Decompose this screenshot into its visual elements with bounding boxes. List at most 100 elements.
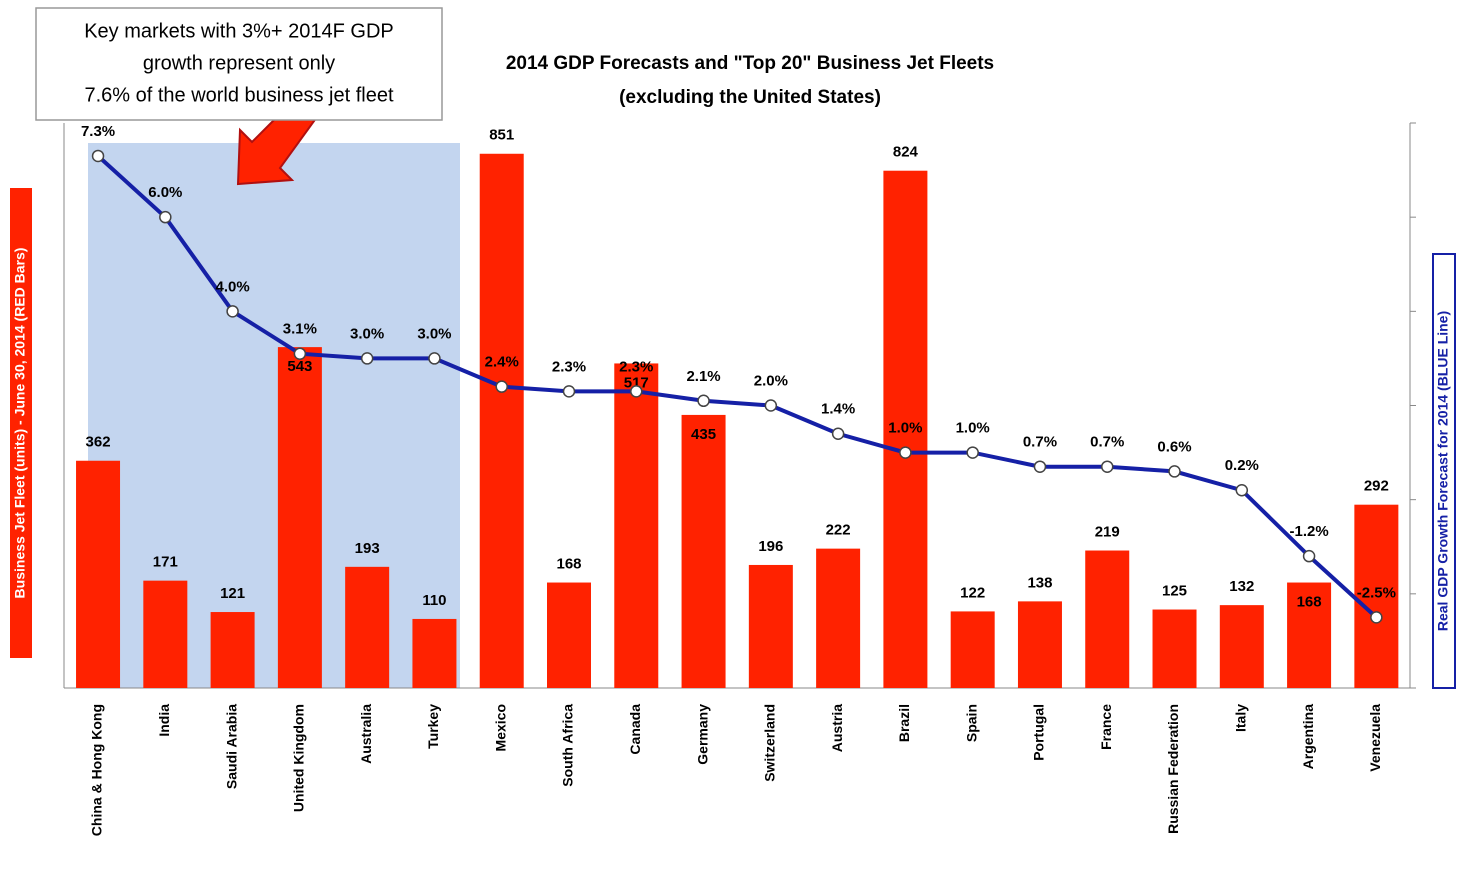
bar: [479, 153, 524, 688]
bar-value-label: 196: [758, 538, 783, 555]
bar-value-label: 292: [1364, 478, 1389, 495]
x-tick-label: Venezuela: [1367, 704, 1383, 772]
line-point: [360, 352, 374, 365]
bar-value-label: 138: [1027, 574, 1052, 591]
x-tick-label: Russian Federation: [1165, 704, 1181, 834]
x-tick-label: China & Hong Kong: [89, 704, 105, 836]
line-point: [899, 446, 912, 459]
line-point: [91, 149, 105, 163]
x-tick-label: Mexico: [492, 704, 508, 751]
line-value-label: 3.0%: [350, 325, 384, 342]
bar: [143, 580, 188, 688]
line-point: [1370, 611, 1383, 624]
bar-value-label: 121: [220, 585, 245, 602]
x-tick-label: Germany: [694, 704, 710, 765]
bar-value-label: 122: [960, 584, 985, 601]
bar: [1219, 605, 1264, 688]
line-point: [1235, 484, 1249, 497]
line-value-label: 0.2%: [1225, 457, 1259, 474]
bar-value-label: 171: [153, 554, 178, 571]
line-value-label: 2.4%: [485, 354, 519, 371]
line-point: [764, 399, 778, 412]
x-tick-label: Spain: [963, 704, 979, 742]
bar-value-label: 219: [1095, 523, 1120, 540]
line-point: [495, 380, 508, 393]
x-tick-label: Brazil: [896, 704, 912, 742]
x-tick-label: Argentina: [1300, 704, 1316, 770]
bar-value-label: 168: [556, 556, 581, 573]
line-point: [428, 352, 441, 365]
annotation-line: growth represent only: [143, 52, 335, 74]
bar-value-label: 125: [1162, 582, 1187, 599]
annotation-line: 7.6% of the world business jet fleet: [84, 84, 394, 106]
x-tick-label: Saudi Arabia: [223, 704, 239, 789]
bar: [1017, 601, 1062, 688]
line-value-label: 2.3%: [552, 358, 586, 375]
bar: [547, 582, 591, 688]
line-value-label: 0.6%: [1157, 438, 1191, 455]
bar-value-label: 362: [86, 434, 111, 451]
y2-axis-label: Real GDP Growth Forecast for 2014 (BLUE …: [1435, 311, 1451, 631]
line-point: [293, 347, 307, 360]
line: [96, 154, 1378, 619]
line-value-label: 1.0%: [956, 420, 990, 437]
line-value-label: 4.0%: [215, 278, 249, 295]
line-point: [966, 446, 979, 459]
line-value-label: -1.2%: [1289, 523, 1328, 540]
bar-value-label: 435: [691, 426, 716, 443]
x-tick-label: France: [1098, 704, 1114, 750]
bar-value-label: 851: [489, 127, 514, 144]
x-tick-label: Turkey: [425, 704, 441, 749]
annotation-line: Key markets with 3%+ 2014F GDP: [84, 20, 394, 42]
bar-value-label: 824: [893, 144, 919, 161]
bar-value-label: 222: [826, 522, 851, 539]
bar: [412, 618, 457, 688]
x-tick-label: Switzerland: [762, 704, 778, 782]
bar: [681, 414, 726, 688]
bar: [1152, 609, 1197, 688]
x-tick-label: Australia: [358, 704, 374, 764]
line-value-label: 3.1%: [283, 321, 317, 338]
bar: [816, 548, 861, 688]
x-tick-label: Italy: [1233, 704, 1249, 732]
x-tick-label: South Africa: [560, 704, 576, 787]
annotation-box: [35, 7, 443, 121]
line-point: [831, 427, 845, 440]
line-value-label: 1.0%: [888, 420, 922, 437]
line-point: [1033, 460, 1047, 473]
x-tick-label: Canada: [627, 704, 643, 755]
bar-value-label: 110: [422, 592, 446, 609]
chart-subtitle: (excluding the United States): [619, 87, 881, 108]
line-value-label: 2.3%: [619, 358, 653, 375]
line-value-label: 7.3%: [81, 123, 115, 140]
y2-label-box: [1432, 253, 1456, 689]
line-point: [1302, 549, 1316, 563]
x-tick-label: India: [156, 704, 172, 737]
line-value-label: 2.1%: [686, 368, 720, 385]
bar: [1085, 550, 1130, 688]
line-value-label: 2.0%: [754, 372, 788, 389]
line-point: [1100, 460, 1114, 473]
y-axis-label: Business Jet Fleet (units) - June 30, 20…: [12, 248, 28, 599]
line-value-label: 6.0%: [148, 184, 182, 201]
line-value-label: -2.5%: [1357, 584, 1396, 601]
bar-value-label: 517: [624, 374, 649, 391]
bar-value-label: 132: [1229, 578, 1254, 595]
line-value-label: 0.7%: [1090, 434, 1124, 451]
bar-value-label: 168: [1297, 594, 1322, 611]
line-value-label: 3.0%: [417, 325, 451, 342]
y-label-box: [10, 188, 32, 658]
bar: [950, 611, 995, 688]
x-tick-label: United Kingdom: [291, 704, 307, 812]
line-point: [1168, 465, 1181, 478]
x-tick-label: Portugal: [1031, 704, 1047, 761]
bar: [1287, 582, 1332, 688]
bar-value-label: 193: [355, 540, 380, 557]
x-tick-label: Austria: [829, 704, 845, 752]
line-value-label: 1.4%: [821, 401, 855, 418]
bar: [883, 170, 928, 688]
line-point: [630, 385, 643, 398]
bar: [614, 363, 659, 688]
line-point: [697, 394, 710, 408]
